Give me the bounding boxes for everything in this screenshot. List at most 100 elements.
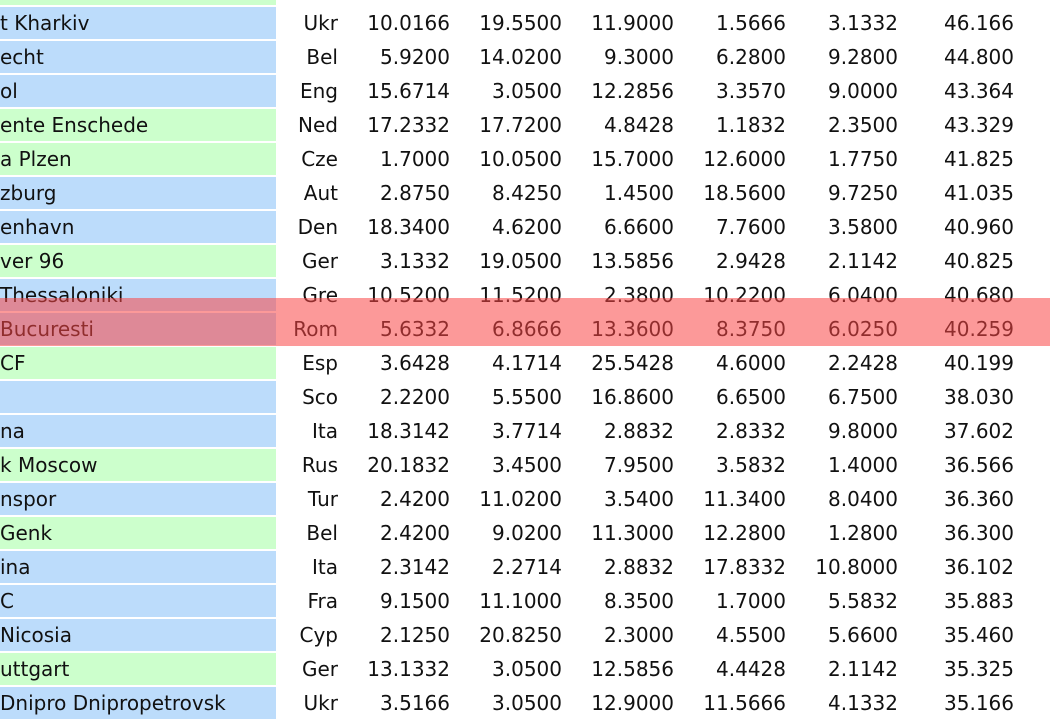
season-points-cell: 11.1000 (479, 589, 562, 613)
total-cell: 35.460 (944, 623, 1014, 647)
total-cell: 35.325 (944, 657, 1014, 681)
season-points-cell: 12.2856 (591, 79, 674, 103)
season-points-cell: 8.3500 (604, 589, 674, 613)
season-points-cell: 10.0166 (367, 11, 450, 35)
table-row[interactable]: k Moscow Rus 20.1832 3.4500 7.9500 3.5832 1.40… (0, 449, 1050, 481)
table-row[interactable]: echt Bel 5.9200 14.0200 9.3000 6.2800 9.2800 44… (0, 41, 1050, 73)
table-row[interactable]: ol Eng 15.6714 3.0500 12.2856 3.3570 9.0000 43.… (0, 75, 1050, 107)
table-row[interactable]: Nicosia Cyp 2.1250 20.8250 2.3000 4.5500 5.660… (0, 619, 1050, 651)
total-cell: 40.960 (944, 215, 1014, 239)
table-row[interactable]: enhavn Den 18.3400 4.6200 6.6600 7.7600 3.5800… (0, 211, 1050, 243)
season-points-cell: 6.8666 (492, 317, 562, 341)
season-points-cell: 3.7714 (492, 419, 562, 443)
season-points-cell: 11.5200 (479, 283, 562, 307)
table-row[interactable]: uttgart Ger 13.1332 3.0500 12.5856 4.4428 2.11… (0, 653, 1050, 685)
season-points-cell: 4.4428 (716, 657, 786, 681)
table-row[interactable] (0, 0, 1050, 5)
table-row[interactable]: ina Ita 2.3142 2.2714 2.8832 17.8332 10.8000 36… (0, 551, 1050, 583)
table-row[interactable]: Thessaloniki Gre 10.5200 11.5200 2.3800 10.22… (0, 279, 1050, 311)
season-points-cell: 13.3600 (591, 317, 674, 341)
total-cell: 40.680 (944, 283, 1014, 307)
club-name (0, 0, 276, 5)
season-points-cell: 6.6500 (716, 385, 786, 409)
season-points-cell: 19.5500 (479, 11, 562, 35)
club-name (0, 381, 276, 413)
season-points-cell: 1.4500 (604, 181, 674, 205)
table-row[interactable]: a Plzen Cze 1.7000 10.0500 15.7000 12.6000 1.7… (0, 143, 1050, 175)
season-points-cell: 2.3142 (380, 555, 450, 579)
club-name: Bucuresti (0, 313, 276, 345)
country-cell: Eng (299, 79, 338, 103)
season-points-cell: 9.2800 (828, 45, 898, 69)
season-points-cell: 4.1714 (492, 351, 562, 375)
season-points-cell: 19.0500 (479, 249, 562, 273)
table-row[interactable]: na Ita 18.3142 3.7714 2.8832 2.8332 9.8000 37.6… (0, 415, 1050, 447)
season-points-cell: 1.7000 (380, 147, 450, 171)
season-points-cell: 7.9500 (604, 453, 674, 477)
season-points-cell: 2.3000 (604, 623, 674, 647)
country-cell: Ita (312, 419, 338, 443)
season-points-cell: 20.8250 (479, 623, 562, 647)
club-name: Nicosia (0, 619, 276, 651)
season-points-cell: 2.9428 (716, 249, 786, 273)
season-points-cell: 17.8332 (703, 555, 786, 579)
country-cell: Den (297, 215, 338, 239)
season-points-cell: 3.5400 (604, 487, 674, 511)
season-points-cell: 15.6714 (367, 79, 450, 103)
table-row[interactable]: C Fra 9.1500 11.1000 8.3500 1.7000 5.5832 35.88… (0, 585, 1050, 617)
table-row[interactable]: ente Enschede Ned 17.2332 17.7200 4.8428 1.18… (0, 109, 1050, 141)
table-row[interactable]: nspor Tur 2.4200 11.0200 3.5400 11.3400 8.0400… (0, 483, 1050, 515)
season-points-cell: 2.1142 (828, 249, 898, 273)
table-row[interactable]: Genk Bel 2.4200 9.0200 11.3000 12.2800 1.2800 3… (0, 517, 1050, 549)
season-points-cell: 18.5600 (703, 181, 786, 205)
season-points-cell: 2.3500 (828, 113, 898, 137)
season-points-cell: 1.7750 (828, 147, 898, 171)
country-cell: Rus (301, 453, 338, 477)
club-name: CF (0, 347, 276, 379)
country-cell: Rom (293, 317, 338, 341)
season-points-cell: 1.1832 (716, 113, 786, 137)
season-points-cell: 3.4500 (492, 453, 562, 477)
club-name: k Moscow (0, 449, 276, 481)
season-points-cell: 3.0500 (492, 79, 562, 103)
season-points-cell: 2.2428 (828, 351, 898, 375)
season-points-cell: 1.4000 (828, 453, 898, 477)
table-row[interactable]: ver 96 Ger 3.1332 19.0500 13.5856 2.9428 2.114… (0, 245, 1050, 277)
season-points-cell: 25.5428 (591, 351, 674, 375)
table-row[interactable]: Dnipro Dnipropetrovsk Ukr 3.5166 3.0500 12.9… (0, 687, 1050, 719)
season-points-cell: 8.4250 (492, 181, 562, 205)
club-name: ente Enschede (0, 109, 276, 141)
club-name: t Kharkiv (0, 7, 276, 39)
total-cell: 43.364 (944, 79, 1014, 103)
table-row-highlighted[interactable]: Bucuresti Rom 5.6332 6.8666 13.3600 8.3750 6.0… (0, 313, 1050, 345)
table-row[interactable]: Sco 2.2200 5.5500 16.8600 6.6500 6.7500 38.030 (0, 381, 1050, 413)
table-row[interactable]: t Kharkiv Ukr 10.0166 19.5500 11.9000 1.5666 3… (0, 7, 1050, 39)
season-points-cell: 12.9000 (591, 691, 674, 715)
season-points-cell: 6.0400 (828, 283, 898, 307)
country-cell: Cze (301, 147, 338, 171)
season-points-cell: 9.1500 (380, 589, 450, 613)
season-points-cell: 4.1332 (828, 691, 898, 715)
season-points-cell: 9.0200 (492, 521, 562, 545)
season-points-cell: 9.8000 (828, 419, 898, 443)
total-cell: 41.825 (944, 147, 1014, 171)
table-row[interactable]: CF Esp 3.6428 4.1714 25.5428 4.6000 2.2428 40.1… (0, 347, 1050, 379)
table-row[interactable]: zburg Aut 2.8750 8.4250 1.4500 18.5600 9.7250 4… (0, 177, 1050, 209)
country-cell: Ger (301, 657, 338, 681)
club-name: Thessaloniki (0, 279, 276, 311)
total-cell: 40.825 (944, 249, 1014, 273)
season-points-cell: 14.0200 (479, 45, 562, 69)
season-points-cell: 10.0500 (479, 147, 562, 171)
season-points-cell: 2.4200 (380, 521, 450, 545)
total-cell: 37.602 (944, 419, 1014, 443)
season-points-cell: 3.0500 (492, 691, 562, 715)
club-name: ol (0, 75, 276, 107)
season-points-cell: 2.3800 (604, 283, 674, 307)
season-points-cell: 5.6332 (380, 317, 450, 341)
total-cell: 35.883 (944, 589, 1014, 613)
country-cell: Gre (302, 283, 338, 307)
season-points-cell: 6.2800 (716, 45, 786, 69)
season-points-cell: 15.7000 (591, 147, 674, 171)
season-points-cell: 17.2332 (367, 113, 450, 137)
season-points-cell: 2.2200 (380, 385, 450, 409)
